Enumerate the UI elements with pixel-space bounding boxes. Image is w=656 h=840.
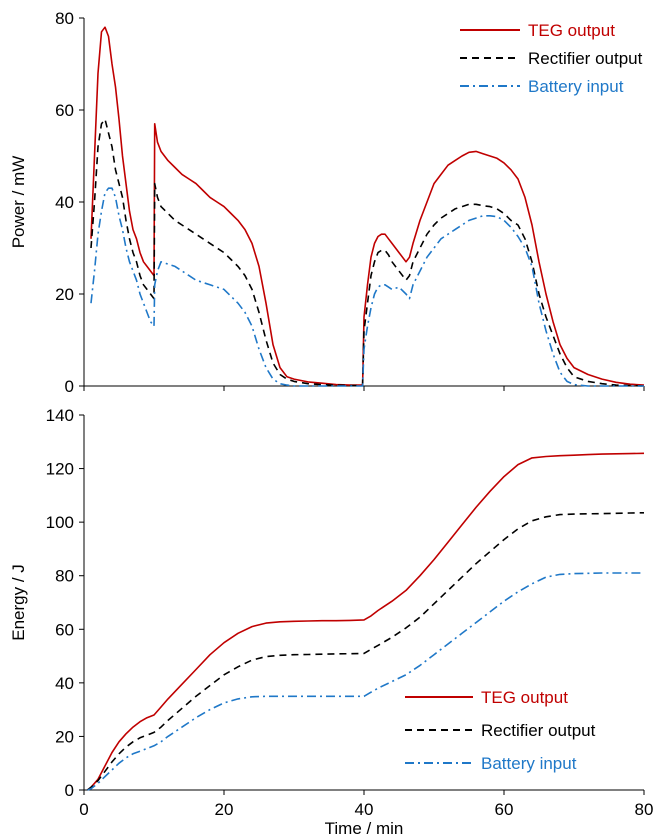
y-tick-label: 80 — [55, 9, 74, 28]
x-axis-label: Time / min — [325, 819, 404, 838]
series-line-3 — [90, 187, 644, 387]
legend-label: Battery input — [528, 77, 624, 96]
y-tick-label: 140 — [46, 406, 74, 425]
y-tick-label: 40 — [55, 193, 74, 212]
legend-label: TEG output — [481, 688, 568, 707]
x-tick-label: 60 — [495, 800, 514, 819]
y-tick-label: 80 — [55, 567, 74, 586]
y-tick-label: 40 — [55, 674, 74, 693]
legend-label: TEG output — [528, 21, 615, 40]
series-line-2 — [90, 118, 645, 387]
y-tick-label: 0 — [65, 781, 74, 800]
x-tick-label: 20 — [215, 800, 234, 819]
y-tick-label: 120 — [46, 460, 74, 479]
series-line-1 — [87, 452, 645, 791]
series-line-3 — [87, 572, 644, 791]
y-tick-label: 100 — [46, 513, 74, 532]
y-tick-label: 60 — [55, 620, 74, 639]
y-axis-label: Energy / J — [9, 564, 28, 641]
series-line-1 — [90, 26, 645, 386]
legend-label: Rectifier output — [481, 721, 596, 740]
y-axis-label: Power / mW — [9, 156, 28, 249]
legend-label: Rectifier output — [528, 49, 643, 68]
x-tick-label: 0 — [79, 800, 88, 819]
legend-label: Battery input — [481, 754, 577, 773]
y-tick-label: 60 — [55, 101, 74, 120]
series-line-2 — [87, 512, 645, 791]
energy-chart: 0 20 40 60 80 100 120 140 0 20 40 60 80 Energy / J Tim… — [9, 406, 653, 838]
y-tick-label: 20 — [55, 285, 74, 304]
power-chart: 0 20 40 60 80 Power / mW TEG output Rectifier o… — [9, 9, 645, 396]
x-tick-label: 80 — [635, 800, 654, 819]
x-tick-label: 40 — [355, 800, 374, 819]
y-tick-label: 0 — [65, 377, 74, 396]
y-tick-label: 20 — [55, 727, 74, 746]
